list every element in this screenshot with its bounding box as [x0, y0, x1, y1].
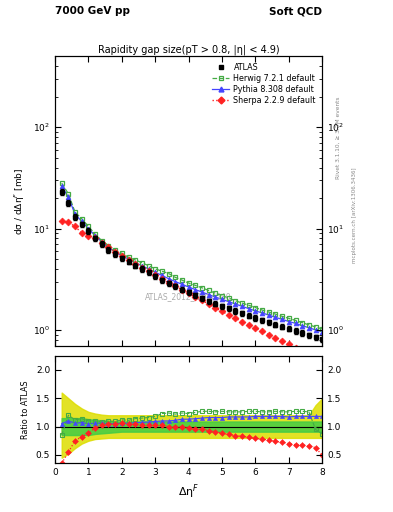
Y-axis label: dσ / dΔη$^F$ [mb]: dσ / dΔη$^F$ [mb]	[13, 167, 28, 234]
Text: ATLAS_2012_I1084540: ATLAS_2012_I1084540	[145, 292, 232, 301]
X-axis label: Δη$^F$: Δη$^F$	[178, 483, 199, 501]
Y-axis label: Ratio to ATLAS: Ratio to ATLAS	[21, 380, 30, 439]
Text: Rivet 3.1.10, ≥ 3.2M events: Rivet 3.1.10, ≥ 3.2M events	[336, 97, 341, 180]
Title: Rapidity gap size(pT > 0.8, |η| < 4.9): Rapidity gap size(pT > 0.8, |η| < 4.9)	[98, 44, 279, 55]
Text: 7000 GeV pp: 7000 GeV pp	[55, 6, 130, 16]
Text: mcplots.cern.ch [arXiv:1306.3436]: mcplots.cern.ch [arXiv:1306.3436]	[352, 167, 357, 263]
Text: Soft QCD: Soft QCD	[269, 6, 322, 16]
Legend: ATLAS, Herwig 7.2.1 default, Pythia 8.308 default, Sherpa 2.2.9 default: ATLAS, Herwig 7.2.1 default, Pythia 8.30…	[209, 60, 318, 107]
